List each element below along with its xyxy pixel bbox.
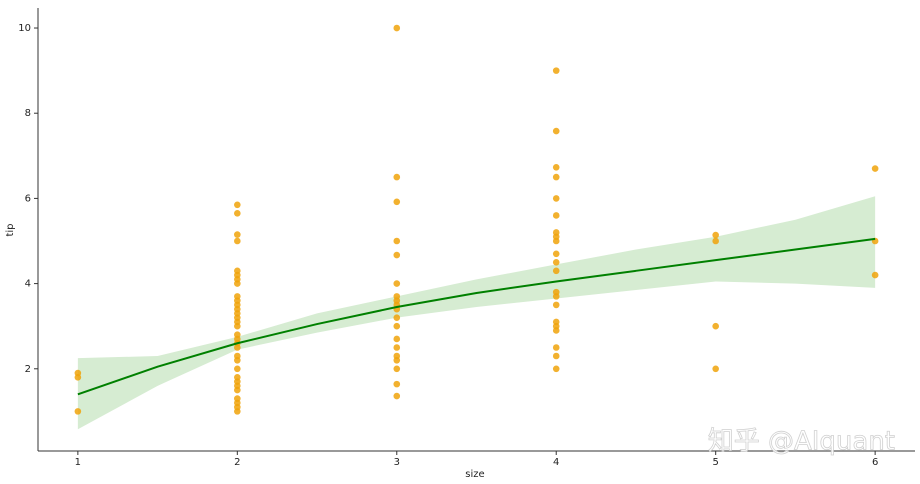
point <box>234 293 241 300</box>
y-tick-label: 10 <box>18 23 31 34</box>
x-tick-label: 2 <box>234 457 240 468</box>
point <box>393 237 401 245</box>
point <box>712 322 719 330</box>
point <box>552 127 560 135</box>
x-tick-label: 5 <box>712 457 718 468</box>
point <box>552 173 560 181</box>
point <box>234 267 241 275</box>
point <box>552 67 560 74</box>
point <box>871 165 879 172</box>
y-axis-label: tip <box>5 223 16 236</box>
point <box>552 195 560 202</box>
point <box>393 293 401 300</box>
point <box>552 344 560 351</box>
y-tick-label: 8 <box>25 108 31 119</box>
fit-line <box>77 237 876 396</box>
point <box>393 352 401 360</box>
point <box>712 365 719 373</box>
point <box>393 365 401 373</box>
y-tick-label: 2 <box>25 364 31 375</box>
point <box>393 322 401 330</box>
point <box>871 271 879 279</box>
x-tick-label: 4 <box>553 457 559 468</box>
point <box>393 24 401 32</box>
confidence-band <box>77 196 876 430</box>
point <box>552 212 560 219</box>
point <box>393 314 401 321</box>
watermark: 知乎 @AIquant <box>708 427 895 457</box>
point <box>234 210 241 217</box>
point <box>552 267 560 275</box>
point <box>234 395 241 402</box>
x-axis-label: size <box>465 469 484 480</box>
point <box>393 198 401 206</box>
point <box>234 201 241 209</box>
point <box>393 251 401 259</box>
point <box>74 408 82 415</box>
point <box>234 374 241 381</box>
point <box>393 335 401 343</box>
point <box>393 392 401 400</box>
point <box>393 344 401 351</box>
y-tick-label: 4 <box>25 279 31 290</box>
point <box>234 231 241 238</box>
point <box>393 280 401 287</box>
point <box>393 173 401 181</box>
point <box>234 352 241 360</box>
point <box>552 258 560 266</box>
point <box>234 237 241 245</box>
point <box>74 369 82 377</box>
point <box>552 164 560 171</box>
point <box>552 250 560 258</box>
point <box>234 331 241 339</box>
x-tick-label: 1 <box>75 457 81 468</box>
point <box>552 301 560 309</box>
point <box>712 231 719 239</box>
point <box>552 288 560 296</box>
point <box>552 365 560 373</box>
point <box>552 352 560 360</box>
y-tick-label: 6 <box>25 193 31 204</box>
point <box>393 380 401 388</box>
x-tick-label: 6 <box>872 457 878 468</box>
point <box>552 318 560 326</box>
point <box>712 237 719 245</box>
point <box>552 229 560 236</box>
x-tick-label: 3 <box>394 457 400 468</box>
point <box>234 365 241 373</box>
